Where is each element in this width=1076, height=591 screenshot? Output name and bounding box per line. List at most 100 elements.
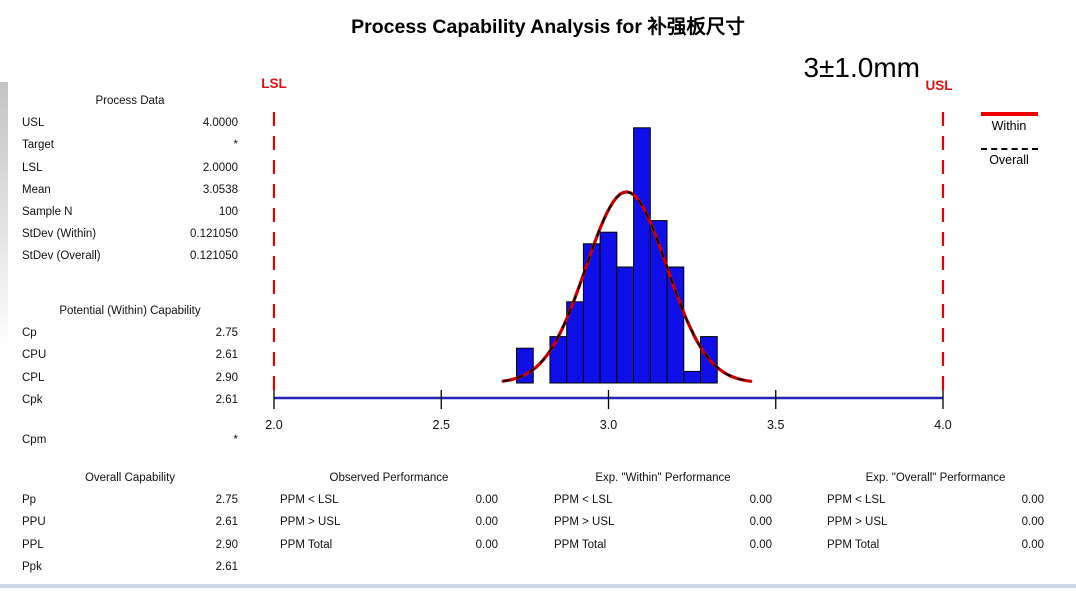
ppm-value: 0.00 [749, 538, 772, 551]
within-solid-line-swatch [980, 112, 1038, 116]
histogram-bar [616, 266, 635, 384]
stat-value: 100 [218, 205, 238, 218]
stat-value: 2.90 [215, 371, 238, 384]
curve-legend: Within Overall [963, 106, 1055, 168]
stat-label: PPU [22, 516, 46, 529]
ppm-row: PPM < LSL 0.00 [827, 489, 1044, 511]
overall-dashed-line-swatch [980, 148, 1038, 150]
stat-value: * [233, 139, 238, 152]
exp-within-performance-header: Exp. "Within" Performance [595, 472, 731, 484]
usl-line-label: USL [925, 78, 953, 93]
stat-value: 2.75 [215, 494, 238, 507]
overall-capability-panel: Overall Capability Pp 2.75 PPU 2.61 PPL … [22, 467, 238, 578]
ppm-row: PPM > USL 0.00 [280, 511, 498, 533]
spec-tolerance-annotation: 3±1.0mm [803, 52, 920, 83]
stat-row: LSL 2.0000 [22, 157, 238, 179]
histogram-bar [633, 127, 651, 384]
ppm-label: PPM > USL [554, 516, 615, 529]
stat-label: PPL [22, 538, 44, 551]
stat-value: 2.0000 [202, 161, 238, 174]
exp-within-performance-panel: Exp. "Within" Performance PPM < LSL 0.00… [554, 467, 772, 556]
x-axis-tick-label: 3.5 [767, 418, 784, 432]
capability-histogram-chart: 2.0 2.5 3.0 3.5 4.0 [265, 112, 952, 432]
ppm-value: 0.00 [475, 516, 498, 529]
lsl-line-label: LSL [261, 76, 287, 91]
stat-label: Mean [22, 183, 51, 196]
ppm-label: PPM < LSL [280, 494, 339, 507]
stat-value: 2.90 [215, 538, 238, 551]
ppm-row: PPM > USL 0.00 [554, 511, 772, 533]
x-axis-tick-label: 2.5 [433, 418, 450, 432]
ppm-row: PPM Total 0.00 [827, 534, 1044, 556]
overall-capability-header: Overall Capability [84, 472, 176, 484]
stat-label: CPU [22, 349, 47, 362]
observed-performance-header: Observed Performance [329, 472, 449, 484]
ppm-label: PPM > USL [280, 516, 341, 529]
stat-value: 0.121050 [190, 250, 238, 263]
slide-bottom-band [0, 584, 1076, 588]
histogram-bar [599, 231, 618, 384]
exp-overall-performance-panel: Exp. "Overall" Performance PPM < LSL 0.0… [827, 467, 1044, 556]
stat-value: 4.0000 [202, 117, 238, 130]
stat-label: Ppk [22, 560, 42, 573]
stat-label: Target [22, 139, 54, 152]
ppm-value: 0.00 [475, 538, 498, 551]
stat-row: StDev (Within) 0.121050 [22, 223, 238, 245]
stat-value: 2.61 [215, 516, 238, 529]
ppm-value: 0.00 [1021, 538, 1044, 551]
stat-value: 2.61 [215, 393, 238, 406]
ppm-row: PPM Total 0.00 [280, 534, 498, 556]
x-axis-tick-label: 3.0 [600, 418, 617, 432]
stat-row: Mean 3.0538 [22, 179, 238, 201]
ppm-label: PPM > USL [827, 516, 888, 529]
ppm-value: 0.00 [749, 516, 772, 529]
ppm-label: PPM Total [554, 538, 607, 551]
observed-performance-panel: Observed Performance PPM < LSL 0.00 PPM … [280, 467, 498, 556]
overall-normal-curve [502, 190, 751, 383]
exp-overall-performance-header: Exp. "Overall" Performance [865, 472, 1006, 484]
stat-row: USL 4.0000 [22, 112, 238, 134]
ppm-value: 0.00 [1021, 516, 1044, 529]
stat-row: Cpm * [22, 429, 238, 451]
stat-label: Cpm [22, 433, 47, 446]
ppm-row: PPM < LSL 0.00 [280, 489, 498, 511]
stat-row: PPU 2.61 [22, 511, 238, 533]
process-data-panel: Process Data USL 4.0000 Target * LSL 2.0… [22, 90, 238, 268]
stat-row: PPL 2.90 [22, 534, 238, 556]
stat-label: Pp [22, 494, 37, 507]
stat-label: Cp [22, 327, 37, 340]
x-axis-tick-label: 4.0 [934, 418, 951, 432]
ppm-label: PPM Total [827, 538, 880, 551]
ppm-value: 0.00 [749, 494, 772, 507]
page-title: Process Capability Analysis for 补强板尺寸 [351, 16, 745, 38]
ppm-label: PPM < LSL [554, 494, 613, 507]
stat-row: Pp 2.75 [22, 489, 238, 511]
stat-value: 2.75 [215, 327, 238, 340]
stat-value: 0.121050 [190, 228, 238, 241]
ppm-label: PPM Total [280, 538, 333, 551]
legend-overall-label: Overall [989, 153, 1029, 167]
stat-value: 2.61 [215, 349, 238, 362]
slide-edge-shade [0, 82, 8, 352]
within-capability-panel: Potential (Within) Capability Cp 2.75 CP… [22, 300, 238, 451]
ppm-value: 0.00 [1021, 494, 1044, 507]
stat-row: Cp 2.75 [22, 322, 238, 344]
stat-value: * [233, 433, 238, 446]
stat-row: CPL 2.90 [22, 367, 238, 389]
stat-row: CPU 2.61 [22, 344, 238, 366]
stat-label: StDev (Within) [22, 228, 97, 241]
histogram-bar [549, 336, 568, 384]
ppm-row: PPM Total 0.00 [554, 534, 772, 556]
ppm-row: PPM < LSL 0.00 [554, 489, 772, 511]
stat-label: Cpk [22, 393, 43, 406]
stat-row: StDev (Overall) 0.121050 [22, 245, 238, 267]
stat-label: LSL [22, 161, 43, 174]
ppm-value: 0.00 [475, 494, 498, 507]
stat-value: 2.61 [215, 560, 238, 573]
stat-row: Ppk 2.61 [22, 556, 238, 578]
histogram-bar [666, 266, 685, 384]
stat-value: 3.0538 [202, 183, 238, 196]
process-data-header: Process Data [95, 95, 165, 107]
ppm-label: PPM < LSL [827, 494, 886, 507]
